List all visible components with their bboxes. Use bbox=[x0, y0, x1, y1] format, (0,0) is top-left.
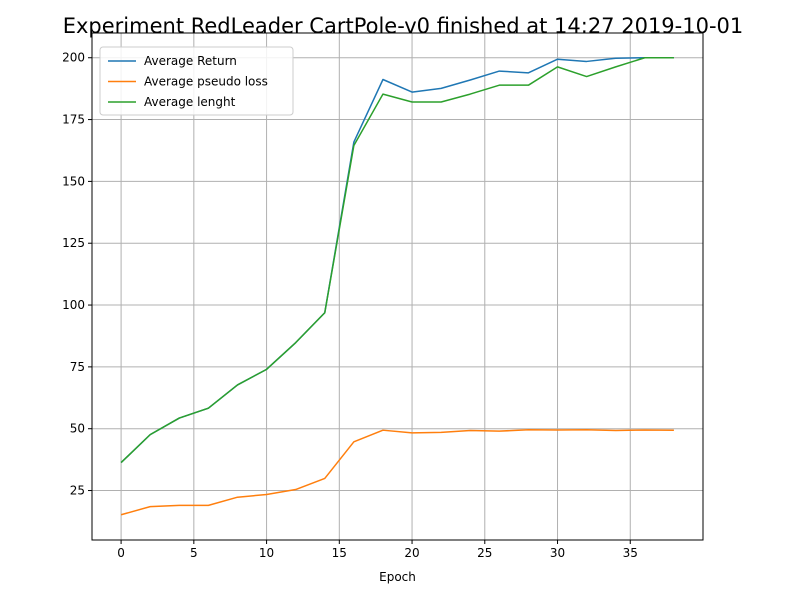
x-tick-label: 0 bbox=[117, 546, 125, 560]
legend-label-average-return: Average Return bbox=[144, 54, 237, 68]
x-tick-label: 15 bbox=[332, 546, 347, 560]
x-tick-label: 5 bbox=[190, 546, 198, 560]
series-line-average-pseudo-loss bbox=[120, 428, 674, 516]
x-tick-label: 20 bbox=[404, 546, 419, 560]
series-lines bbox=[120, 56, 674, 516]
y-tick-label: 125 bbox=[62, 236, 85, 250]
y-tick-label: 175 bbox=[62, 113, 85, 127]
chart-title: Experiment RedLeader CartPole-v0 finishe… bbox=[63, 14, 744, 38]
axis-ticks: 0 5 10 15 20 25 30 35 25 50 75 100 125 150 175 200 bbox=[62, 51, 638, 560]
grid-lines bbox=[92, 33, 703, 540]
y-tick-label: 150 bbox=[62, 174, 85, 188]
y-tick-label: 25 bbox=[70, 484, 85, 498]
x-tick-label: 10 bbox=[259, 546, 274, 560]
y-tick-label: 50 bbox=[70, 422, 85, 436]
y-tick-label: 100 bbox=[62, 298, 85, 312]
x-tick-label: 25 bbox=[477, 546, 492, 560]
series-line-average-lenght bbox=[120, 56, 674, 464]
legend-box bbox=[99, 46, 294, 116]
legend: Average Return Average pseudo loss Average… bbox=[99, 46, 294, 116]
x-tick-label: 30 bbox=[550, 546, 565, 560]
legend-label-average-pseudo-loss: Average pseudo loss bbox=[144, 75, 268, 89]
legend-label-average-lenght: Average lenght bbox=[144, 95, 236, 109]
y-tick-label: 200 bbox=[62, 51, 85, 65]
plot-area-frame bbox=[91, 32, 704, 541]
x-axis-label: Epoch bbox=[379, 570, 416, 584]
x-tick-label: 35 bbox=[623, 546, 638, 560]
y-tick-label: 75 bbox=[70, 360, 85, 374]
